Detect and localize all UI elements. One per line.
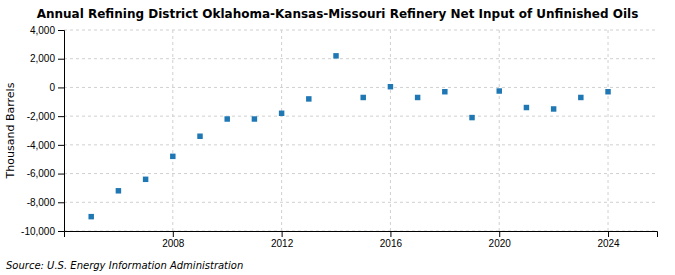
y-tick-label: -6,000 <box>27 168 56 179</box>
y-grid-line <box>64 144 657 145</box>
point <box>170 154 175 159</box>
x-tick-mark <box>173 231 174 237</box>
x-tick-mark <box>608 231 609 237</box>
y-tick: 4,000 <box>30 25 64 36</box>
x-axis-line <box>65 232 658 238</box>
x-tick-mark <box>499 231 500 237</box>
title: Annual Refining District Oklahoma-Kansas… <box>37 7 639 21</box>
x-grid-line <box>608 30 609 231</box>
point <box>469 115 474 120</box>
y-tick-mark <box>58 116 64 117</box>
chart-container: -10,000 -8,000 -6,000 -4,000 -2,000 0 2,000 4,0… <box>0 0 675 275</box>
x-axis: 2008 2012 2016 2020 2024 <box>65 231 658 249</box>
point <box>88 214 93 219</box>
point <box>388 84 393 89</box>
plot-area: -10,000 -8,000 -6,000 -4,000 -2,000 0 2,000 4,0… <box>21 25 657 249</box>
y-tick-mark <box>58 202 64 203</box>
y-axis-line <box>58 31 65 232</box>
y-tick: -8,000 <box>27 197 64 208</box>
x-tick: 2008 <box>162 231 185 249</box>
y-tick-label: 4,000 <box>30 25 55 36</box>
point <box>605 89 610 94</box>
x-grid-line <box>499 30 500 231</box>
point <box>252 116 257 121</box>
y-tick: -10,000 <box>21 226 64 237</box>
x-tick-label: 2008 <box>162 238 185 249</box>
y-tick-label: -10,000 <box>21 226 55 237</box>
x-tick: 2016 <box>380 231 403 249</box>
y-tick-label: 2,000 <box>30 53 55 64</box>
y-grid-line <box>64 30 657 31</box>
y-tick-mark <box>58 174 64 175</box>
y-tick: -2,000 <box>27 111 64 122</box>
x-tick: 2024 <box>597 231 620 249</box>
y-grid-line <box>64 87 657 88</box>
point <box>279 111 284 116</box>
y-grid-line <box>64 173 657 174</box>
x-grid-line <box>281 30 282 231</box>
points <box>88 53 610 219</box>
x-tick: 2012 <box>271 231 294 249</box>
point <box>551 106 556 111</box>
y-tick-mark <box>58 231 64 232</box>
y-tick: -4,000 <box>27 140 64 151</box>
point <box>197 134 202 139</box>
point <box>415 95 420 100</box>
y-tick-mark <box>58 87 64 88</box>
x-tick: 2020 <box>489 231 512 249</box>
point <box>496 88 501 93</box>
source: Source: U.S. Energy Information Administ… <box>6 260 243 271</box>
y-tick-label: -8,000 <box>27 197 56 208</box>
y-tick: 2,000 <box>30 53 64 64</box>
point <box>360 95 365 100</box>
chart-svg: -10,000 -8,000 -6,000 -4,000 -2,000 0 2,000 4,0… <box>0 0 675 275</box>
y-grid-line <box>64 116 657 117</box>
y-tick-mark <box>58 30 64 31</box>
point <box>333 53 338 58</box>
grid <box>64 30 657 231</box>
x-grid-line <box>390 30 391 231</box>
point <box>578 95 583 100</box>
point <box>116 188 121 193</box>
point <box>524 105 529 110</box>
x-tick-label: 2016 <box>380 238 403 249</box>
x-tick-mark <box>282 231 283 237</box>
y-tick: 0 <box>49 82 64 93</box>
x-grid-line <box>172 30 173 231</box>
y-grid-line <box>64 202 657 203</box>
y-tick: -6,000 <box>27 168 64 179</box>
x-tick-label: 2012 <box>271 238 294 249</box>
point <box>306 96 311 101</box>
x-tick-mark <box>390 231 391 237</box>
y-axis-title: Thousand Barrels <box>4 82 17 179</box>
point <box>224 116 229 121</box>
x-tick-label: 2020 <box>489 238 512 249</box>
y-tick-label: 0 <box>49 82 55 93</box>
point <box>143 177 148 182</box>
x-tick-label: 2024 <box>597 238 620 249</box>
y-axis: -10,000 -8,000 -6,000 -4,000 -2,000 0 2,000 4,0… <box>21 25 64 237</box>
y-tick-label: -4,000 <box>27 140 56 151</box>
y-tick-mark <box>58 145 64 146</box>
y-tick-label: -2,000 <box>27 111 56 122</box>
point <box>442 89 447 94</box>
y-grid-line <box>64 58 657 59</box>
y-tick-mark <box>58 59 64 60</box>
